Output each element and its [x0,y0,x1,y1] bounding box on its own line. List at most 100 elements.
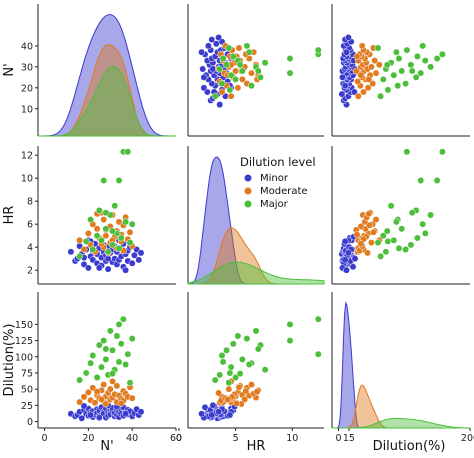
point-major [218,352,226,359]
x-tick-label: 20 [82,433,94,444]
point-moderate [369,228,377,236]
point-major [384,237,392,245]
point-minor [200,84,208,92]
point-major [119,315,127,323]
point-major [100,337,108,345]
point-minor [349,263,357,271]
point-moderate [248,381,255,389]
point-major [76,252,84,260]
point-minor [200,73,208,81]
point-major [392,48,400,56]
point-major [216,371,224,379]
point-major [216,65,224,73]
point-moderate [84,229,92,237]
point-major [379,232,387,240]
point-major [109,370,116,378]
point-minor [198,410,206,418]
point-minor [80,402,88,410]
point-major [106,327,114,335]
point-major [225,44,233,52]
point-minor [351,255,359,263]
point-major [427,63,435,71]
point-major [314,46,322,54]
y-tick-label: 10 [21,104,33,115]
point-major [109,227,116,235]
legend-marker-major [244,200,252,208]
point-major [412,73,420,81]
point-major [438,50,446,58]
point-moderate [117,399,125,407]
point-minor [341,237,349,245]
point-major [408,209,416,217]
point-moderate [100,216,108,224]
point-minor [135,256,143,264]
point-moderate [225,385,233,393]
point-major [234,332,242,340]
point-major [394,82,402,90]
point-minor [128,259,136,267]
point-moderate [215,389,223,397]
panel-n-vs-hr [187,4,324,137]
point-major [226,369,234,377]
point-major [387,202,395,210]
point-moderate [84,388,92,396]
panel-dilution-vs-n: 0 25 50 75 100 125 150 0 20 40 60 [15,292,182,444]
point-moderate [89,384,97,392]
point-major [243,335,251,343]
y-tick-label: 2 [27,266,33,277]
y-tick-label: 4 [27,243,33,254]
point-minor [137,408,145,416]
point-major [100,177,108,184]
point-major [433,55,441,62]
point-major [89,246,97,253]
point-major [111,202,119,210]
point-minor [343,266,350,274]
point-moderate [80,246,88,253]
y-tick-label: 100 [15,352,33,363]
point-major [395,55,403,62]
point-major [421,57,429,65]
point-major [227,363,235,371]
point-major [87,216,95,224]
point-minor [339,73,346,81]
point-major [392,218,400,226]
point-major [128,335,136,343]
point-major [407,61,415,69]
x-axis-label-n: N' [100,439,113,454]
kde-minor [332,301,470,429]
point-minor [67,248,75,256]
point-moderate [253,388,261,396]
y-tick-label: 0 [27,417,33,428]
point-minor [341,256,349,264]
point-moderate [364,84,372,92]
point-minor [341,82,349,90]
point-moderate [106,385,114,393]
point-moderate [238,75,246,83]
y-tick-label: 50 [21,385,33,396]
point-major [261,366,269,374]
point-moderate [91,399,99,407]
point-major [227,71,235,79]
point-major [257,73,264,81]
point-moderate [100,381,108,389]
point-minor [216,101,224,109]
x-axis-label-hr: HR [247,439,266,454]
panel-hr-vs-dilution [331,146,470,285]
point-minor [95,264,103,272]
point-minor [122,266,130,274]
point-moderate [102,400,110,408]
x-tick-label: 40 [126,433,138,444]
point-major [421,229,429,237]
point-major [226,86,234,94]
x-axis-label-dilution: Dilution(%) [373,439,446,454]
point-major [238,67,246,75]
point-minor [344,34,352,41]
y-tick-label: 12 [21,151,33,162]
point-minor [226,411,234,419]
point-moderate [242,387,250,395]
point-major [115,177,123,184]
panel-n-vs-dilution [331,4,470,137]
legend-title: Dilution level [240,155,316,169]
point-major [236,61,244,69]
